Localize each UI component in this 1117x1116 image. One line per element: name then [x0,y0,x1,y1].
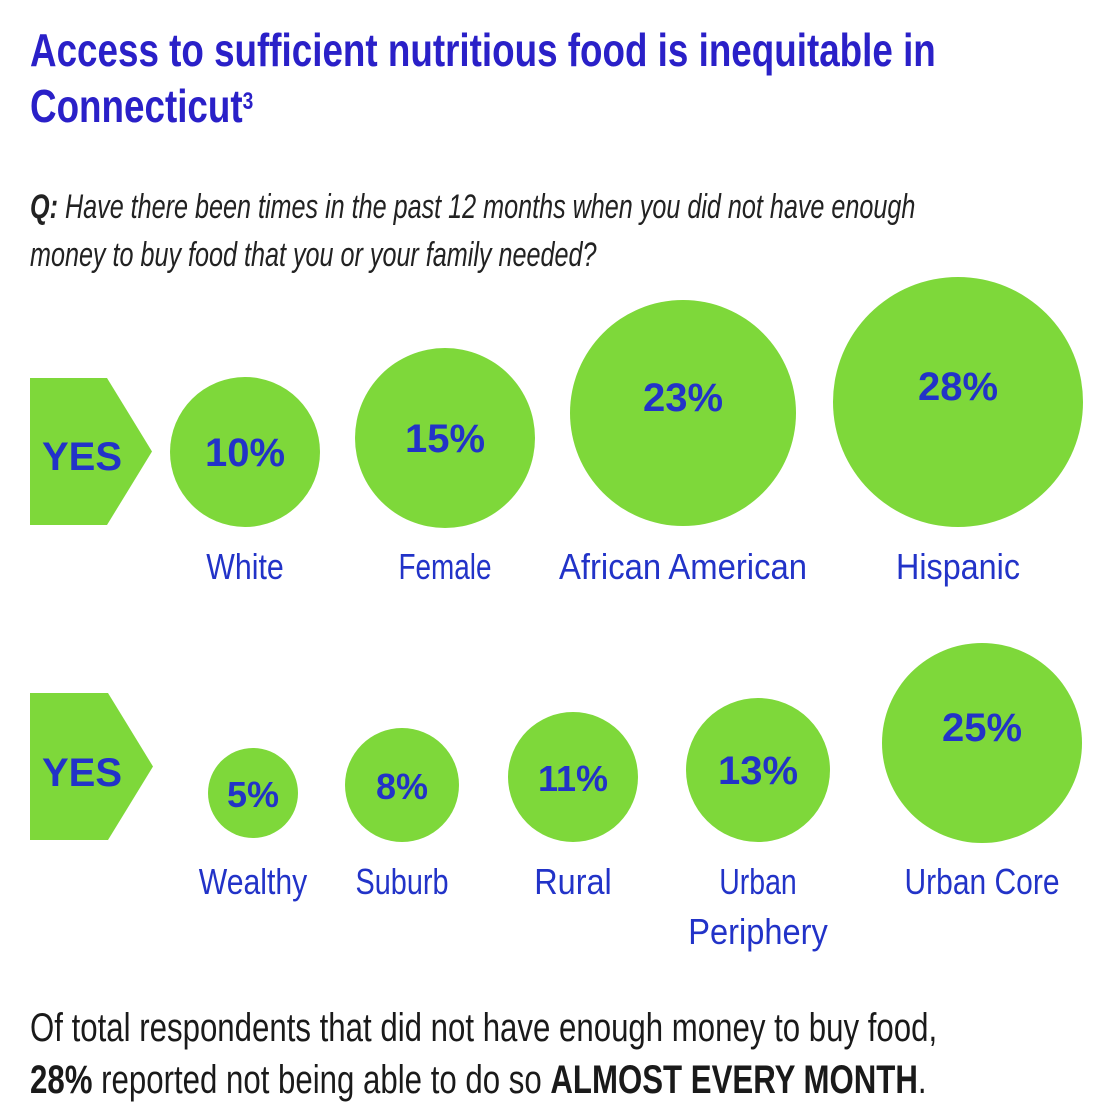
footer-text: reported not being able to do so [92,1058,551,1102]
bubble-white [170,377,320,527]
bubble-hispanic [833,277,1083,527]
row-label-yes: YES [42,751,122,795]
bubble-suburb [345,728,459,842]
footer-emphasis: ALMOST EVERY MONTH [550,1058,918,1102]
footer-line-2: 28% reported not being able to do so ALM… [30,1054,937,1106]
footer-note: Of total respondents that did not have e… [30,1002,937,1106]
row-label-yes: YES [42,435,122,479]
question-text-2: money to buy food that you or your famil… [30,236,597,274]
value-label: 25% [942,706,1022,750]
yes-arrow-marker [30,378,152,525]
bubble-rural [508,712,638,842]
question-line-1: Q: Have there been times in the past 12 … [30,183,915,231]
category-label: Urban Core [905,861,1060,902]
title-line-2: Connecticut3 [30,78,936,134]
category-label: Wealthy [199,861,308,902]
bubble-urban-periphery [686,698,830,842]
value-label: 10% [205,431,285,475]
bubble-female [355,348,535,528]
bubble-urban-core [882,643,1082,843]
yes-arrow-marker [30,693,153,840]
value-label: 15% [405,417,485,461]
title-line-1: Access to sufficient nutritious food is … [30,24,936,76]
footnote-marker: 3 [242,88,254,115]
value-label: 5% [227,774,279,815]
value-label: 13% [718,749,798,793]
title-text: Connecticut [30,80,243,132]
category-label: White [206,546,284,587]
footer-line-1: Of total respondents that did not have e… [30,1006,938,1050]
footer-highlight: 28% [30,1058,93,1102]
category-label: Female [399,546,492,587]
category-label: African American [559,546,807,587]
category-label: Periphery [688,911,828,952]
category-label: Suburb [356,861,449,902]
value-label: 28% [918,365,998,409]
bubble-wealthy [208,748,298,838]
bubble-african-american [570,300,796,526]
category-label: Urban [719,861,797,902]
value-label: 11% [538,758,608,799]
question-text-1: Have there been times in the past 12 mon… [64,188,916,226]
chart-title: Access to sufficient nutritious food is … [30,22,936,134]
value-label: 23% [643,376,723,420]
footer-end: . [917,1058,927,1102]
category-label: Rural [534,861,612,902]
question-prefix: Q: [30,188,58,226]
value-label: 8% [376,766,428,807]
category-label: Hispanic [896,546,1020,587]
survey-question: Q: Have there been times in the past 12 … [30,183,915,279]
